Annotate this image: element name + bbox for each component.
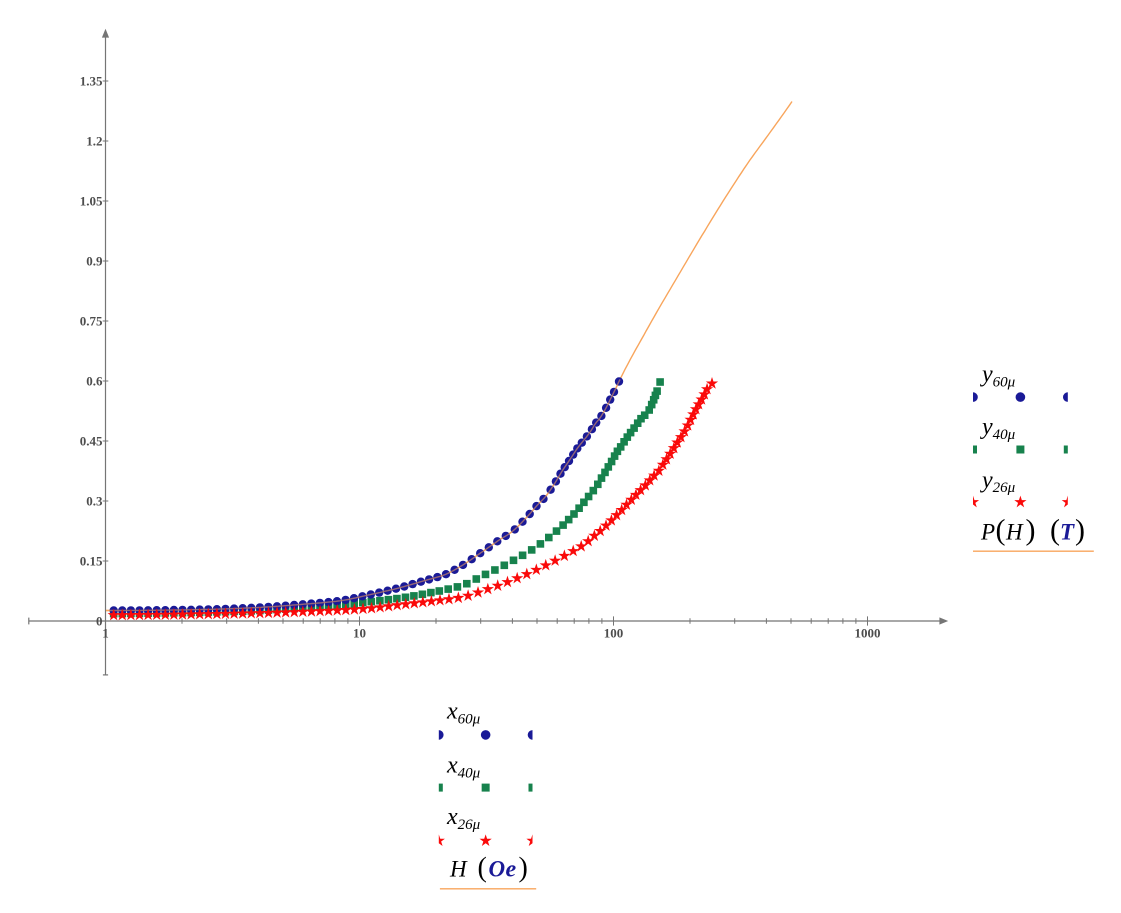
svg-text:100: 100 (604, 626, 624, 641)
svg-text:(: ( (996, 514, 1006, 547)
svg-text:0: 0 (96, 613, 103, 628)
svg-text:0.15: 0.15 (80, 553, 103, 568)
svg-text:e: e (506, 857, 517, 883)
svg-text:(: ( (478, 853, 487, 884)
svg-text:1.2: 1.2 (86, 133, 102, 148)
svg-text:P: P (980, 520, 995, 545)
svg-text:0.6: 0.6 (86, 373, 103, 388)
svg-text:10: 10 (353, 626, 366, 641)
svg-text:0.3: 0.3 (86, 493, 103, 508)
svg-text:O: O (489, 857, 506, 882)
svg-text:0.45: 0.45 (80, 433, 103, 448)
svg-text:1.35: 1.35 (80, 73, 103, 88)
svg-text:): ) (1075, 514, 1085, 547)
svg-text:T: T (1060, 520, 1075, 545)
svg-text:0.9: 0.9 (86, 253, 103, 268)
svg-text:): ) (519, 853, 528, 884)
svg-text:): ) (1026, 514, 1036, 547)
svg-text:1000: 1000 (855, 626, 881, 641)
svg-text:1: 1 (102, 626, 109, 641)
svg-text:1.05: 1.05 (80, 193, 103, 208)
svg-text:(: ( (1050, 514, 1060, 547)
svg-text:0.75: 0.75 (80, 313, 103, 328)
svg-text:H: H (1005, 520, 1024, 545)
svg-text:H: H (449, 857, 468, 882)
